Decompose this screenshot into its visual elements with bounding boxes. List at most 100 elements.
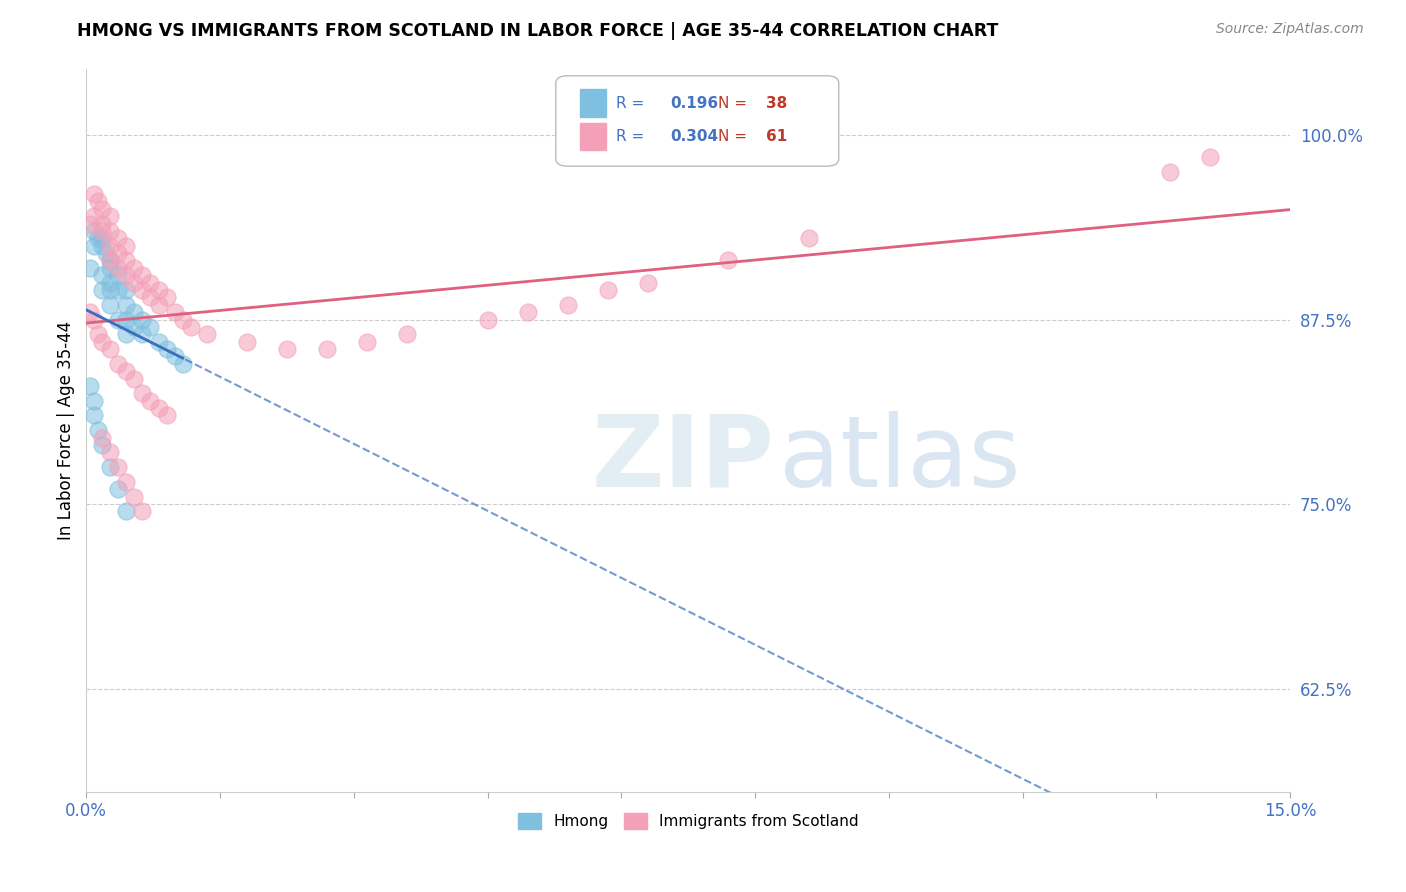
- Point: [98, 253, 121, 268]
- Point: [79, 217, 101, 231]
- Point: [107, 260, 129, 275]
- Point: [131, 268, 153, 283]
- Point: [91, 217, 114, 231]
- Point: [98, 342, 121, 356]
- Point: [91, 202, 114, 216]
- Bar: [579, 123, 606, 150]
- Point: [115, 283, 138, 297]
- Text: N =: N =: [718, 95, 752, 111]
- Point: [107, 483, 129, 497]
- Point: [139, 319, 162, 334]
- Point: [516, 305, 538, 319]
- Point: [139, 276, 162, 290]
- Text: Source: ZipAtlas.com: Source: ZipAtlas.com: [1216, 22, 1364, 37]
- Point: [396, 327, 419, 342]
- Point: [316, 342, 339, 356]
- Point: [115, 504, 138, 518]
- Point: [98, 209, 121, 223]
- Text: ZIP: ZIP: [592, 410, 775, 508]
- Point: [180, 319, 202, 334]
- Point: [276, 342, 298, 356]
- Point: [91, 231, 114, 245]
- Point: [107, 268, 129, 283]
- Point: [195, 327, 218, 342]
- Point: [83, 187, 105, 202]
- FancyBboxPatch shape: [555, 76, 839, 166]
- Point: [148, 334, 170, 349]
- Point: [91, 431, 114, 445]
- Point: [79, 379, 101, 393]
- Point: [115, 312, 138, 326]
- Text: R =: R =: [616, 129, 650, 144]
- Point: [717, 253, 740, 268]
- Point: [91, 334, 114, 349]
- Text: 0.196: 0.196: [671, 95, 718, 111]
- Point: [115, 268, 138, 283]
- Point: [637, 276, 659, 290]
- Point: [87, 327, 110, 342]
- Point: [79, 305, 101, 319]
- Point: [1159, 165, 1181, 179]
- Point: [148, 283, 170, 297]
- Point: [115, 238, 138, 252]
- Point: [91, 238, 114, 252]
- Point: [596, 283, 619, 297]
- Point: [155, 409, 177, 423]
- Point: [155, 290, 177, 304]
- Point: [124, 371, 146, 385]
- Point: [124, 490, 146, 504]
- Point: [172, 312, 194, 326]
- Point: [83, 209, 105, 223]
- Point: [107, 231, 129, 245]
- Point: [83, 224, 105, 238]
- Point: [98, 460, 121, 475]
- Point: [91, 268, 114, 283]
- Point: [98, 253, 121, 268]
- Point: [163, 305, 186, 319]
- Point: [98, 445, 121, 459]
- Point: [139, 290, 162, 304]
- Point: [107, 246, 129, 260]
- Point: [131, 327, 153, 342]
- Point: [131, 504, 153, 518]
- Point: [83, 312, 105, 326]
- Point: [148, 401, 170, 416]
- Point: [98, 260, 121, 275]
- Point: [115, 327, 138, 342]
- Point: [236, 334, 259, 349]
- Point: [1199, 150, 1222, 164]
- Point: [131, 283, 153, 297]
- Point: [356, 334, 378, 349]
- Point: [131, 386, 153, 401]
- Point: [107, 460, 129, 475]
- Point: [83, 238, 105, 252]
- Text: HMONG VS IMMIGRANTS FROM SCOTLAND IN LABOR FORCE | AGE 35-44 CORRELATION CHART: HMONG VS IMMIGRANTS FROM SCOTLAND IN LAB…: [77, 22, 998, 40]
- Point: [107, 312, 129, 326]
- Point: [139, 393, 162, 408]
- Point: [98, 276, 121, 290]
- Point: [155, 342, 177, 356]
- Y-axis label: In Labor Force | Age 35-44: In Labor Force | Age 35-44: [58, 321, 75, 540]
- Point: [124, 319, 146, 334]
- Point: [115, 475, 138, 489]
- Point: [83, 409, 105, 423]
- Point: [98, 283, 121, 297]
- Point: [124, 305, 146, 319]
- Point: [124, 276, 146, 290]
- Point: [172, 357, 194, 371]
- Point: [115, 364, 138, 378]
- Point: [87, 231, 110, 245]
- Point: [124, 260, 146, 275]
- Point: [98, 238, 121, 252]
- Point: [87, 194, 110, 209]
- Point: [163, 350, 186, 364]
- Bar: [579, 89, 606, 117]
- Point: [131, 312, 153, 326]
- Text: 38: 38: [766, 95, 787, 111]
- Point: [115, 298, 138, 312]
- Point: [115, 253, 138, 268]
- Point: [91, 283, 114, 297]
- Point: [91, 438, 114, 452]
- Point: [98, 224, 121, 238]
- Text: 61: 61: [766, 129, 787, 144]
